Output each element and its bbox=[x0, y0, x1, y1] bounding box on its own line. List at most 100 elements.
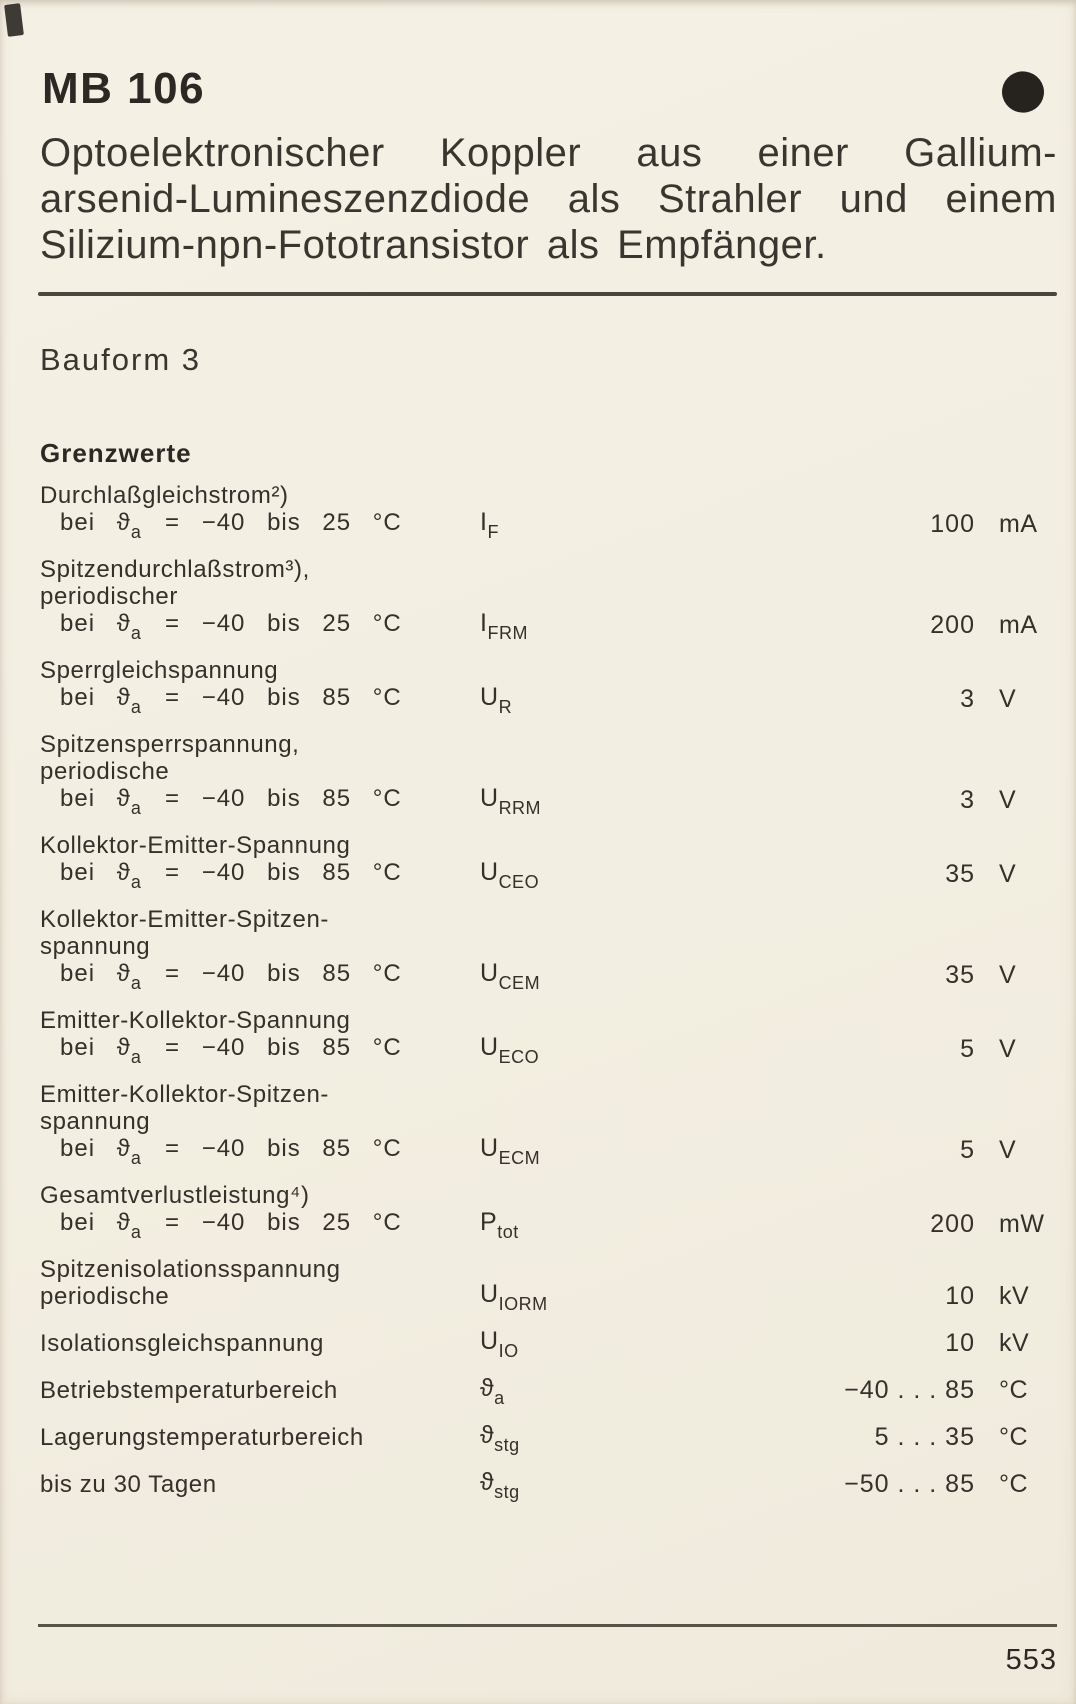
limit-unit: V bbox=[999, 786, 1017, 814]
parameter-label-block: Durchlaßgleichstrom²) bei ϑa = −40 bis 25… bbox=[40, 482, 480, 542]
limit-value: 200 bbox=[930, 611, 975, 639]
limit-value: 10 bbox=[945, 1329, 975, 1357]
formula-symbol: ϑstg bbox=[480, 1468, 730, 1503]
table-row: Spitzenisolationsspannung periodische UIOR… bbox=[40, 1256, 1057, 1315]
black-dot-marker-icon bbox=[999, 68, 1047, 116]
condition: bei ϑa = −40 bis 85 °C bbox=[40, 785, 480, 818]
limit-value: 5 bbox=[960, 1035, 975, 1063]
condition-pre: bei ϑ bbox=[60, 610, 131, 637]
parameter-label: Lagerungstemperaturbereich bbox=[40, 1424, 364, 1451]
table-row: Spitzensperrspannung, periodische bei ϑa =… bbox=[40, 731, 1057, 818]
condition-subscript: a bbox=[130, 872, 142, 892]
symbol-subscript: CEO bbox=[498, 872, 540, 892]
symbol-base: P bbox=[480, 1208, 498, 1236]
limit-value: 3 bbox=[960, 685, 975, 713]
parameter-label-block: Emitter-Kollektor-Spannung bei ϑa = −40 b… bbox=[40, 1007, 480, 1067]
formula-symbol: UR bbox=[480, 684, 730, 718]
condition-pre: bei ϑ bbox=[60, 785, 131, 812]
table-row: Betriebstemperaturbereich ϑa −40 . . . 85 °… bbox=[40, 1374, 1057, 1409]
parameter-label: spannung bbox=[40, 1108, 151, 1135]
table-row: Durchlaßgleichstrom²) bei ϑa = −40 bis 25… bbox=[40, 482, 1057, 542]
condition-pre: bei ϑ bbox=[60, 684, 131, 711]
limit-unit: V bbox=[999, 1136, 1017, 1164]
limit-value: 35 bbox=[945, 961, 975, 989]
condition-pre: bei ϑ bbox=[60, 509, 131, 536]
parameter-label: bis zu 30 Tagen bbox=[40, 1471, 217, 1498]
parameter-label-block: Sperrgleichspannung bei ϑa = −40 bis 85 °… bbox=[40, 657, 480, 717]
parameter-label: Spitzensperrspannung, bbox=[40, 731, 300, 758]
formula-symbol: UECO bbox=[480, 1034, 730, 1068]
parameter-label: Spitzenisolationsspannung bbox=[40, 1256, 341, 1283]
symbol-subscript: R bbox=[498, 697, 513, 717]
symbol-subscript: a bbox=[494, 1388, 505, 1408]
condition-text: = −40 bis 25 °C bbox=[143, 1209, 402, 1236]
limit-value: 10 bbox=[945, 1282, 975, 1310]
condition-subscript: a bbox=[130, 798, 142, 818]
condition-text: = −40 bis 85 °C bbox=[143, 1135, 402, 1162]
limit-unit: °C bbox=[999, 1470, 1029, 1498]
parameter-label-block: Gesamtverlustleistung⁴) bei ϑa = −40 bis … bbox=[40, 1182, 480, 1242]
formula-symbol: IFRM bbox=[480, 609, 730, 644]
parameter-label-block: Emitter-Kollektor-Spitzen-spannung bei ϑa… bbox=[40, 1081, 480, 1168]
condition: bei ϑa = −40 bis 85 °C bbox=[40, 960, 480, 993]
parameter-label-block: Kollektor-Emitter-Spannung bei ϑa = −40 b… bbox=[40, 832, 480, 892]
symbol-base: I bbox=[480, 508, 488, 536]
condition-text: = −40 bis 85 °C bbox=[143, 684, 402, 711]
condition: bei ϑa = −40 bis 85 °C bbox=[40, 684, 480, 717]
limit-unit: V bbox=[999, 685, 1017, 713]
parameter-label: Sperrgleichspannung bbox=[40, 657, 279, 684]
table-row: Spitzendurchlaßstrom³), periodischer bei ϑ… bbox=[40, 556, 1057, 644]
symbol-base: U bbox=[480, 858, 499, 886]
condition-pre: bei ϑ bbox=[60, 960, 131, 987]
description-line: Optoelektronischer Koppler aus einer Gal… bbox=[40, 131, 1057, 175]
condition-pre: bei ϑ bbox=[60, 1135, 131, 1162]
symbol-subscript: IO bbox=[498, 1341, 519, 1361]
parameter-label-block: Lagerungstemperaturbereich bbox=[40, 1424, 480, 1451]
table-row: Kollektor-Emitter-Spannung bei ϑa = −40 b… bbox=[40, 832, 1057, 893]
symbol-subscript: ECO bbox=[498, 1047, 540, 1067]
limit-unit: mA bbox=[999, 611, 1038, 639]
symbol-base: I bbox=[480, 609, 488, 637]
symbol-base: ϑ bbox=[480, 1468, 495, 1496]
table-row: Sperrgleichspannung bei ϑa = −40 bis 85 °… bbox=[40, 657, 1057, 718]
condition: bei ϑa = −40 bis 85 °C bbox=[40, 1034, 480, 1067]
formula-symbol: UCEO bbox=[480, 858, 730, 893]
limit-unit: °C bbox=[999, 1376, 1029, 1404]
condition-subscript: a bbox=[130, 1222, 142, 1242]
limit-value: 5 . . . 35 bbox=[874, 1423, 975, 1451]
table-row: Emitter-Kollektor-Spitzen-spannung bei ϑa… bbox=[40, 1081, 1057, 1168]
formula-symbol: UIORM bbox=[480, 1281, 730, 1315]
parameter-label: Emitter-Kollektor-Spannung bbox=[40, 1007, 351, 1034]
description-line: Silizium-npn-Fototransistor als Empfänge… bbox=[40, 223, 827, 267]
device-description: Optoelektronischer Koppler aus einer Gal… bbox=[40, 130, 1057, 268]
formula-symbol: UIO bbox=[480, 1327, 730, 1362]
limit-unit: kV bbox=[999, 1282, 1030, 1310]
symbol-subscript: IORM bbox=[498, 1294, 548, 1314]
condition-subscript: a bbox=[130, 973, 142, 993]
parameter-label: periodische bbox=[40, 758, 170, 785]
symbol-subscript: CEM bbox=[498, 973, 541, 993]
condition: bei ϑa = −40 bis 85 °C bbox=[40, 859, 480, 892]
formula-symbol: ϑstg bbox=[480, 1422, 730, 1456]
condition: bei ϑa = −40 bis 85 °C bbox=[40, 1135, 480, 1168]
symbol-base: U bbox=[480, 1327, 499, 1355]
limit-value: −50 . . . 85 bbox=[844, 1470, 975, 1498]
parameter-label-block: Spitzensperrspannung, periodische bei ϑa =… bbox=[40, 731, 480, 818]
limit-unit: mA bbox=[999, 510, 1038, 538]
scan-corner-artifact bbox=[4, 3, 24, 37]
parameter-label: Betriebstemperaturbereich bbox=[40, 1377, 338, 1404]
condition: bei ϑa = −40 bis 25 °C bbox=[40, 1209, 480, 1242]
limit-value: 100 bbox=[930, 510, 975, 538]
parameter-label: Gesamtverlustleistung⁴) bbox=[40, 1182, 310, 1209]
symbol-subscript: stg bbox=[494, 1435, 520, 1455]
page-number: 553 bbox=[1005, 1644, 1057, 1676]
section-heading-grenzwerte: Grenzwerte bbox=[40, 438, 192, 468]
horizontal-rule-bottom bbox=[38, 1624, 1057, 1627]
parameter-label-block: Spitzenisolationsspannung periodische bbox=[40, 1256, 480, 1310]
table-row: Lagerungstemperaturbereich ϑstg 5 . . . 35… bbox=[40, 1422, 1057, 1456]
formula-symbol: UCEM bbox=[480, 960, 730, 994]
parameter-label: spannung bbox=[40, 933, 151, 960]
symbol-base: ϑ bbox=[480, 1374, 495, 1402]
parameter-label-block: Isolationsgleichspannung bbox=[40, 1330, 480, 1357]
limit-unit: V bbox=[999, 961, 1017, 989]
